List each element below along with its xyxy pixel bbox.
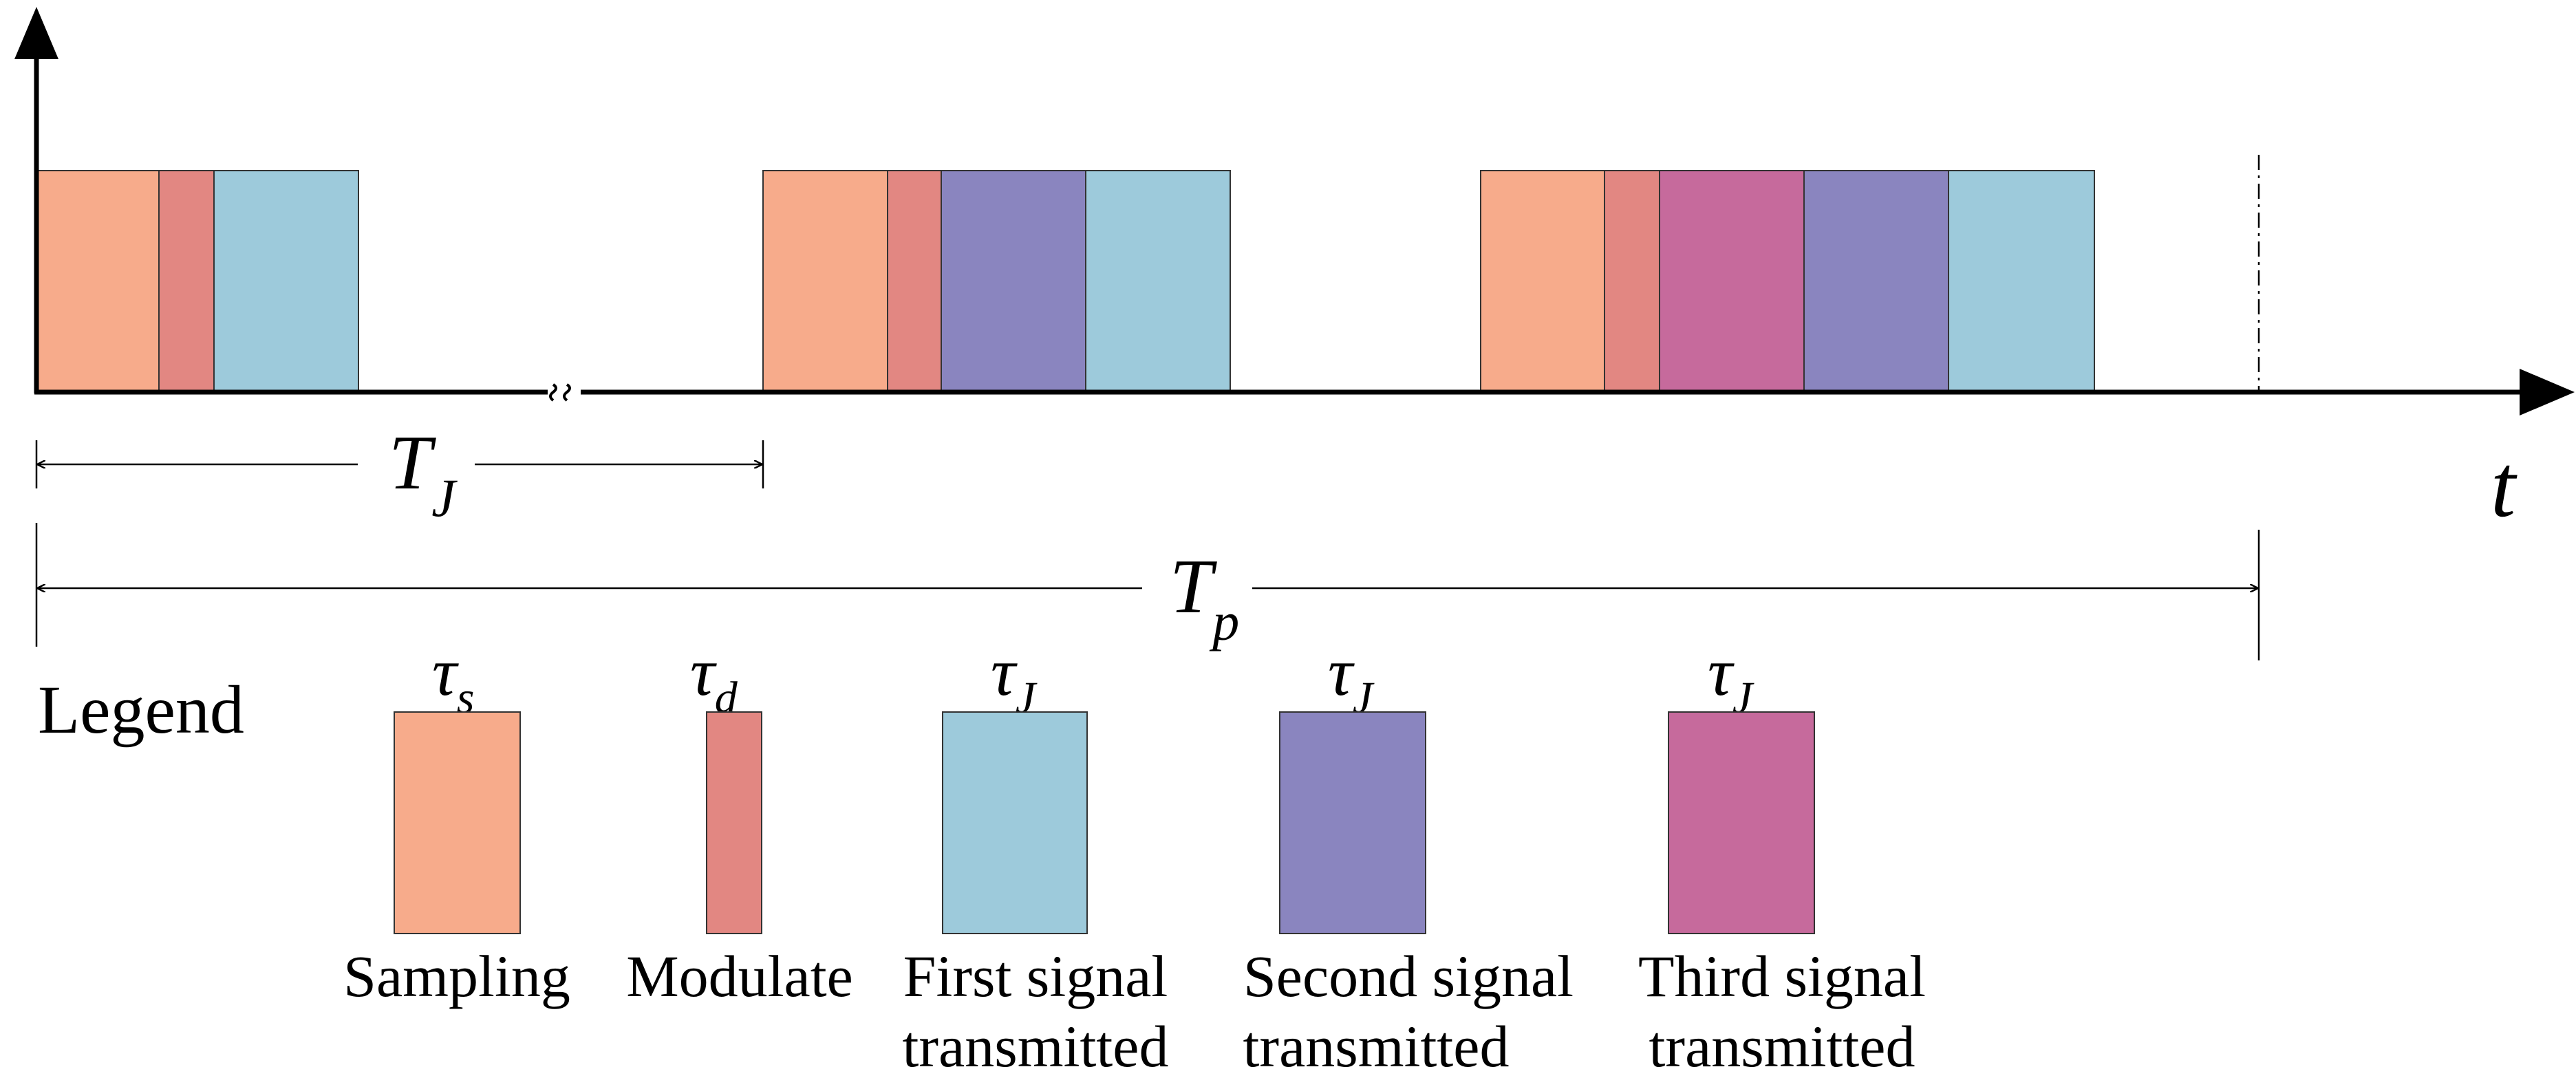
slot-group-2 [762, 170, 1231, 393]
legend-swatch-third-signal [1668, 711, 1815, 934]
block-second-signal [1803, 170, 1949, 393]
legend-item-modulate: τd Modulate [626, 634, 853, 1009]
legend-swatch-second-signal [1279, 711, 1426, 934]
legend-swatch-modulate [706, 711, 762, 934]
block-sampling [762, 170, 888, 393]
legend-item-second-signal: τJ Second signal transmitted [1243, 634, 1574, 1078]
block-first-signal [1948, 170, 2095, 393]
legend-label: First signal [903, 943, 1168, 1009]
y-axis-arrow-icon [14, 7, 58, 59]
legend-item-sampling: τs Sampling [343, 634, 570, 1009]
block-second-signal [941, 170, 1086, 393]
legend: Legend τs Sampling τd Modulate τJ First … [38, 634, 1926, 1078]
block-first-signal [1085, 170, 1231, 393]
tj-interval: TJ [35, 420, 764, 528]
block-modulate [1604, 170, 1660, 393]
axis-break-icon [549, 383, 571, 402]
legend-label-line2: transmitted [903, 1013, 1169, 1078]
legend-symbol: τs [432, 634, 474, 723]
block-sampling [36, 170, 160, 393]
tj-label: TJ [389, 420, 458, 528]
axes: t [14, 7, 2575, 536]
legend-label: Sampling [343, 943, 570, 1009]
legend-symbol: τd [690, 634, 738, 723]
time-axis-label: t [2491, 437, 2518, 536]
legend-swatch-first-signal [942, 711, 1088, 934]
block-modulate [158, 170, 215, 393]
slot-group-3 [1480, 170, 2095, 393]
legend-label: Third signal [1638, 943, 1926, 1009]
legend-label: Second signal [1243, 943, 1574, 1009]
time-axis-arrow-icon [2520, 369, 2575, 416]
legend-symbol: τJ [991, 634, 1038, 723]
legend-title: Legend [38, 671, 244, 748]
block-sampling [1480, 170, 1605, 393]
legend-label: Modulate [626, 943, 853, 1009]
slot-group-1 [36, 170, 359, 393]
legend-item-third-signal: τJ Third signal transmitted [1638, 634, 1926, 1078]
block-modulate [887, 170, 942, 393]
block-first-signal [213, 170, 359, 393]
block-third-signal [1659, 170, 1805, 393]
tp-interval: Tp [35, 523, 2260, 660]
tp-label: Tp [1170, 544, 1239, 651]
legend-symbol: τJ [1328, 634, 1375, 723]
legend-swatch-sampling [394, 711, 521, 934]
legend-label-line2: transmitted [1649, 1013, 1915, 1078]
legend-label-line2: transmitted [1243, 1013, 1510, 1078]
legend-symbol: τJ [1708, 634, 1754, 723]
legend-item-first-signal: τJ First signal transmitted [903, 634, 1169, 1078]
